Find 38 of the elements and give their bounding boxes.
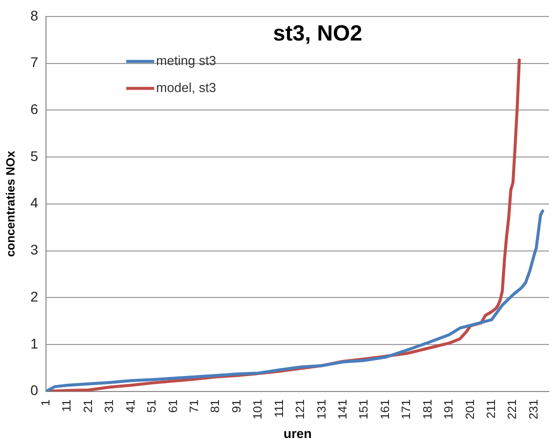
x-tick-label: 71 <box>187 399 202 413</box>
y-tick-label: 6 <box>30 101 38 118</box>
y-tick-label: 0 <box>30 382 38 398</box>
y-tick-label: 5 <box>30 148 38 164</box>
x-tick-label: 141 <box>336 399 350 420</box>
x-tick-label: 101 <box>250 399 265 420</box>
x-tick-label: 31 <box>102 399 116 413</box>
x-tick-label: 211 <box>484 399 498 419</box>
x-tick-label: 21 <box>80 399 95 413</box>
y-tick-label: 3 <box>30 242 38 258</box>
x-tick-label: 191 <box>442 399 456 420</box>
x-tick-label: 91 <box>229 399 244 413</box>
y-tick-label: 4 <box>30 194 38 211</box>
y-axis-title: concentraties NOx <box>4 150 18 257</box>
x-tick-label: 231 <box>526 399 540 420</box>
x-tick-label: 111 <box>272 399 286 418</box>
x-tick-label: 81 <box>208 399 222 413</box>
y-tick-label: 2 <box>30 288 38 304</box>
y-tick-label: 8 <box>30 7 38 24</box>
x-tick-label: 61 <box>166 399 180 413</box>
x-tick-label: 1 <box>38 399 52 406</box>
x-tick-label: 121 <box>293 399 308 420</box>
x-tick-label: 131 <box>314 399 328 420</box>
x-axis-title: uren <box>284 426 312 441</box>
x-tick-label: 11 <box>60 399 74 412</box>
x-tick-label: 51 <box>144 399 159 413</box>
legend-label: model, st3 <box>156 80 216 95</box>
x-tick-label: 41 <box>123 399 138 413</box>
y-tick-label: 7 <box>30 54 38 70</box>
x-tick-label: 171 <box>399 399 414 420</box>
legend-label: meting st3 <box>156 52 216 68</box>
x-tick-label: 201 <box>462 399 477 420</box>
x-tick-label: 221 <box>505 399 520 420</box>
chart-title: st3, NO2 <box>272 20 362 46</box>
x-tick-label: 181 <box>420 399 434 420</box>
y-tick-label: 1 <box>30 335 38 352</box>
x-tick-label: 151 <box>356 399 371 420</box>
x-tick-label: 161 <box>378 399 392 420</box>
